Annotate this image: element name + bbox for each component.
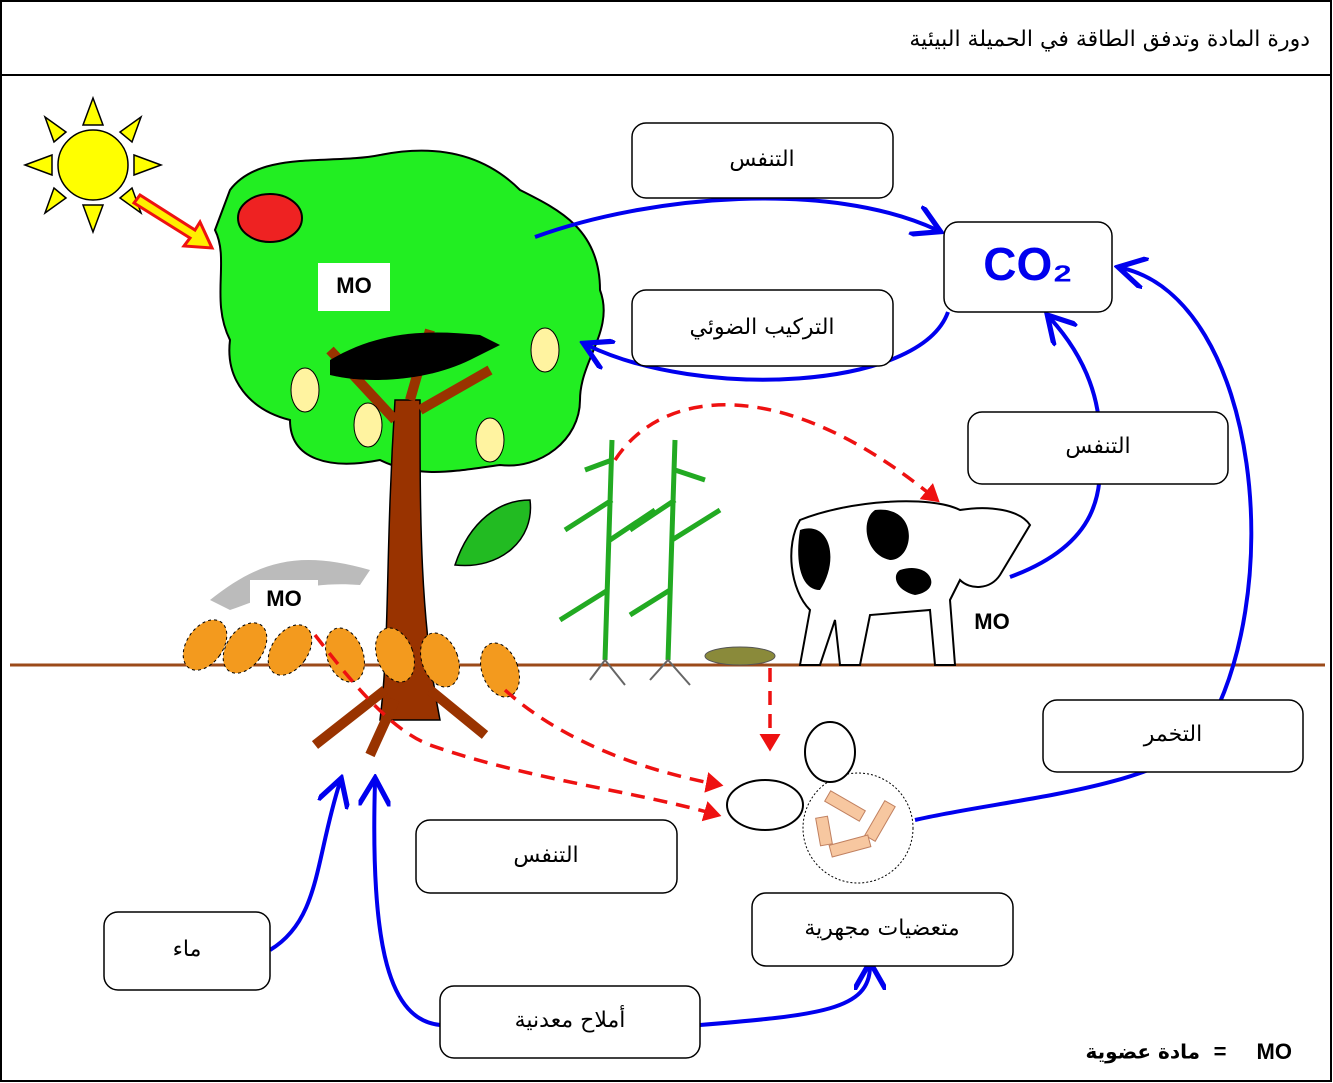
- mo-label-litter: MO: [266, 586, 301, 611]
- box-label: متعضيات مجهرية: [804, 916, 959, 941]
- box-co2: CO₂: [944, 222, 1112, 312]
- box-respiration-top: التنفس: [632, 123, 893, 198]
- box-label: التنفس: [1065, 434, 1130, 459]
- box-label: ماء: [173, 937, 202, 962]
- title: دورة المادة وتدفق الطاقة في الحميلة البي…: [909, 27, 1310, 52]
- box-photosynthesis: التركيب الضوئي: [632, 290, 893, 366]
- box-label: التنفس: [513, 843, 578, 868]
- co2-label: CO₂: [983, 238, 1072, 290]
- legend-term: MO: [1257, 1039, 1292, 1064]
- mo-label-tree: MO: [336, 273, 371, 298]
- box-label: التنفس: [729, 147, 794, 172]
- mo-label-cow: MO: [974, 609, 1009, 634]
- diagram: دورة المادة وتدفق الطاقة في الحميلة البي…: [0, 0, 1333, 1083]
- box-mineral-salts: أملاح معدنية: [440, 986, 700, 1058]
- box-microorganisms: متعضيات مجهرية: [752, 893, 1013, 966]
- box-respiration-bottom: التنفس: [416, 820, 677, 893]
- box-label: التركيب الضوئي: [689, 315, 834, 340]
- legend-meaning: مادة عضوية: [1086, 1040, 1200, 1064]
- box-label: التخمر: [1143, 722, 1203, 747]
- box-water: ماء: [104, 912, 270, 990]
- box-label: أملاح معدنية: [515, 1005, 626, 1033]
- box-respiration-cow: التنفس: [968, 412, 1228, 484]
- box-fermentation: التخمر: [1043, 700, 1303, 772]
- legend-equals: =: [1214, 1039, 1227, 1064]
